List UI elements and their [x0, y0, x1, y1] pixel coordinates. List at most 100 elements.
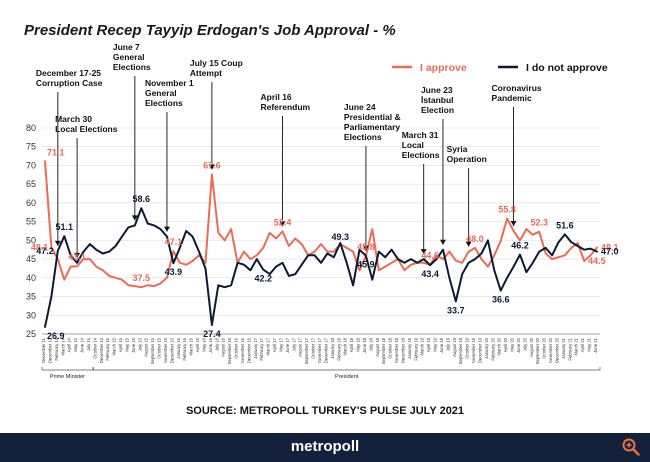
annotation-text: General	[113, 52, 145, 62]
x-tick-label: May 19	[433, 337, 438, 351]
x-tick-label: May 15	[124, 337, 129, 351]
x-tick-label: March 15	[112, 337, 117, 355]
annotation-text: Parliamentary	[344, 122, 400, 132]
x-tick-label: July 20	[522, 337, 527, 351]
x-tick-label: June 14	[80, 337, 85, 353]
x-tick-label: January 19	[407, 337, 412, 358]
x-tick-label: December 15	[169, 337, 174, 363]
x-tick-label: August 17	[298, 337, 303, 357]
x-tick-label: December 18	[400, 337, 405, 363]
x-tick-label: May 21	[587, 337, 592, 351]
annotation-text: March 30	[55, 114, 92, 124]
x-tick-label: April 16	[195, 337, 200, 352]
data-label: 36.6	[492, 295, 510, 305]
x-tick-label: October 18	[388, 337, 393, 358]
period-label-1: President	[335, 374, 359, 380]
y-tick-45: 45	[26, 254, 36, 264]
series-line-approve	[44, 160, 598, 289]
x-tick-label: April 14	[67, 337, 72, 352]
annotation-arrow-head	[208, 164, 215, 170]
x-tick-label: December 14	[99, 337, 104, 363]
x-tick-label: September 19	[458, 337, 463, 364]
x-tick-label: July 19	[445, 337, 450, 351]
x-tick-label: August 15	[144, 337, 149, 357]
annotation-text: November 1	[145, 78, 194, 88]
x-tick-label: November 20	[548, 337, 553, 363]
annotation-arrow-head	[439, 239, 446, 245]
chart-title: President Recep Tayyip Erdogan's Job App…	[24, 22, 396, 39]
data-label: 47.1	[165, 237, 183, 247]
x-tick-label: September 20	[535, 337, 540, 364]
x-tick-label: March 20	[497, 337, 502, 355]
legend-label-approve: I approve	[420, 62, 467, 74]
annotation-text: Election	[421, 105, 454, 115]
annotation-arrow-head	[279, 221, 286, 227]
data-label: 48.0	[466, 234, 484, 244]
data-label: 48.1	[31, 242, 49, 252]
data-label: 55.8	[498, 205, 516, 215]
annotation-arrow-head	[362, 245, 369, 251]
annotation-arrow-head	[420, 249, 427, 255]
data-label: 71.1	[47, 147, 65, 157]
x-tick-label: May 20	[510, 337, 515, 351]
y-tick-55: 55	[26, 217, 36, 227]
x-tick-label: April 21	[580, 337, 585, 352]
data-label: 44.6	[421, 251, 439, 261]
x-tick-label: June 19	[439, 337, 444, 353]
x-tick-label: May 16	[201, 337, 206, 351]
x-tick-label: September 17	[304, 337, 309, 364]
footer-bar: metropoll	[0, 433, 650, 462]
data-label: 43.1	[68, 252, 86, 262]
x-tick-label: November 15	[163, 337, 168, 363]
data-label: 37.5	[133, 273, 151, 283]
legend-label-disapprove: I do not approve	[526, 62, 608, 74]
data-label: 42.2	[254, 274, 272, 284]
annotation-text: December 17-25	[36, 68, 101, 78]
annotation-text: Elections	[402, 150, 440, 160]
zoom-icon[interactable]	[621, 437, 641, 457]
y-axis-ticks: 25 30 35 40 45 50 55 60 65 70 75 80	[26, 123, 36, 339]
data-label: 67.6	[203, 160, 221, 170]
annotation-text: Syria	[447, 144, 468, 154]
y-tick-50: 50	[26, 235, 36, 245]
x-tick-label: April 17	[272, 337, 277, 352]
x-tick-label: April 15	[118, 337, 123, 352]
y-tick-35: 35	[26, 292, 36, 302]
annotation-text: April 16	[260, 92, 291, 102]
period-bracket-0	[41, 367, 94, 371]
annotation-text: June 23	[421, 85, 453, 95]
data-label: 47.0	[601, 247, 619, 257]
x-tick-label: March 21	[574, 337, 579, 355]
data-label: 58.6	[133, 194, 151, 204]
x-tick-label: July 15	[137, 337, 142, 351]
x-tick-label: July 14	[86, 337, 91, 351]
annotation-arrow-head	[163, 226, 170, 232]
x-tick-label: November 19	[471, 337, 476, 363]
annotation-arrow-head	[131, 215, 138, 221]
y-tick-25: 25	[26, 329, 36, 339]
data-label: 45.8	[357, 242, 375, 252]
annotation-text: İstanbul	[421, 95, 454, 105]
annotation-arrow-head	[74, 252, 81, 258]
data-label: 51.6	[556, 220, 574, 230]
x-tick-label: May 18	[356, 337, 361, 351]
x-tick-label: January 20	[484, 337, 489, 358]
annotation-arrow-head	[510, 221, 517, 226]
annotation-text: Operation	[447, 154, 487, 164]
annotation-arrow-head	[465, 241, 472, 247]
annotation-text: Referendum	[260, 102, 310, 112]
annotation-text: Elections	[113, 62, 151, 72]
annotation-text: June 7	[113, 42, 140, 52]
x-tick-label: August 18	[375, 337, 380, 357]
source-note: SOURCE: METROPOLL TURKEY'S PULSE JULY 20…	[185, 405, 465, 417]
x-tick-label: December 13	[47, 337, 52, 363]
x-tick-label: August 16	[221, 337, 226, 357]
annotation-text: July 15 Coup	[190, 58, 243, 68]
